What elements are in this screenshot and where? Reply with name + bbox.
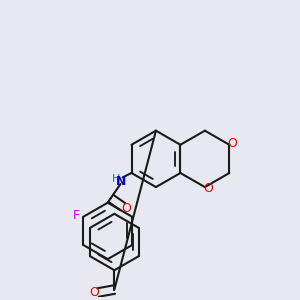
Text: F: F	[73, 208, 80, 221]
Text: H: H	[112, 174, 120, 184]
Text: O: O	[227, 137, 237, 150]
Text: N: N	[116, 175, 126, 188]
Text: O: O	[121, 202, 131, 214]
Text: O: O	[203, 182, 213, 195]
Text: O: O	[89, 286, 99, 299]
